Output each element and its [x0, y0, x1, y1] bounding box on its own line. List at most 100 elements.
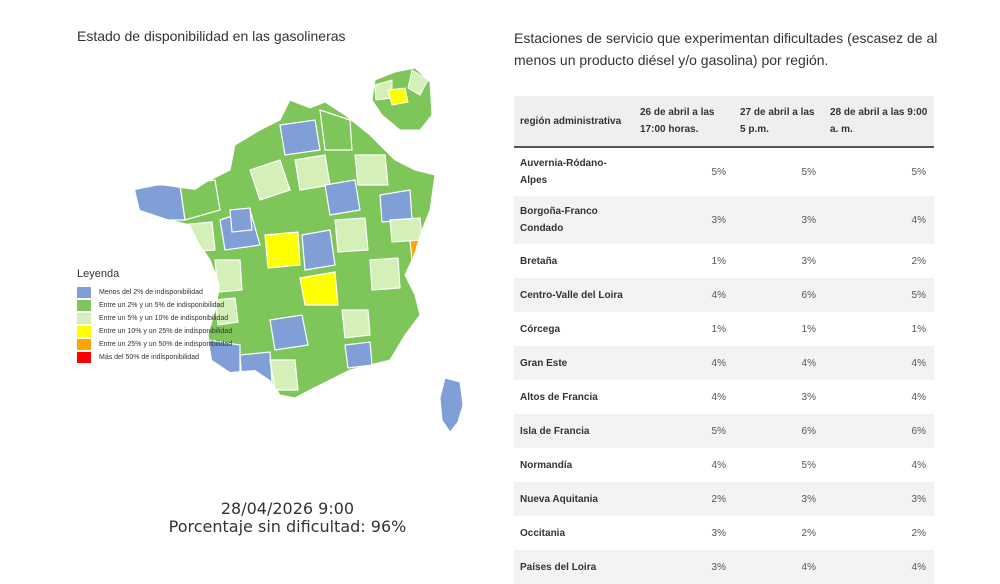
- legend-item: Más del 50% de indisponibilidad: [77, 351, 232, 364]
- dept-region: [319, 109, 353, 151]
- map-date: 28/04/2026 9:00: [220, 499, 355, 518]
- dept-region: [344, 341, 373, 369]
- dept-region: [379, 189, 413, 223]
- value-cell: 2%: [634, 482, 734, 516]
- value-cell: 5%: [824, 278, 934, 312]
- legend-item: Entre un 25% y un 50% de indisponibilida…: [77, 338, 232, 351]
- dept-region: [249, 159, 291, 201]
- legend-swatch: [77, 287, 91, 298]
- legend-item: Entre un 2% y un 5% de indisponibilidad: [77, 299, 232, 312]
- legend-item: Entre un 10% y un 25% de indisponibilida…: [77, 325, 232, 338]
- legend-label: Menos del 2% de indisponibilidad: [99, 289, 203, 296]
- region-cell: Auvernia-Ródano-Alpes: [514, 147, 634, 196]
- corsica: [439, 377, 464, 433]
- dept-region: [299, 271, 339, 306]
- legend-swatch: [77, 326, 91, 337]
- france-availability-map: [120, 60, 480, 440]
- column-header: 26 de abril a las 17:00 horas.: [634, 96, 734, 148]
- value-cell: 4%: [734, 346, 824, 380]
- value-cell: 4%: [634, 346, 734, 380]
- legend-label: Más del 50% de indisponibilidad: [99, 354, 200, 361]
- value-cell: 6%: [824, 414, 934, 448]
- value-cell: 5%: [634, 147, 734, 196]
- dept-region: [387, 87, 409, 106]
- value-cell: 3%: [734, 244, 824, 278]
- dept-region: [269, 314, 309, 351]
- value-cell: 4%: [634, 448, 734, 482]
- dept-region: [369, 257, 401, 291]
- region-cell: Altos de Francia: [514, 380, 634, 414]
- map-percent: Porcentaje sin dificultad: 96%: [168, 517, 407, 536]
- region-cell: Bretaña: [514, 244, 634, 278]
- value-cell: 4%: [824, 380, 934, 414]
- value-cell: 5%: [734, 448, 824, 482]
- value-cell: 4%: [634, 278, 734, 312]
- value-cell: 2%: [824, 516, 934, 550]
- region-cell: Córcega: [514, 312, 634, 346]
- dept-region: [269, 359, 299, 391]
- value-cell: 4%: [824, 196, 934, 244]
- table-row: Normandía 4% 5% 4%: [514, 448, 934, 482]
- legend-label: Entre un 5% y un 10% de indisponibilidad: [99, 315, 229, 322]
- dept-region: [389, 217, 423, 243]
- value-cell: 1%: [634, 244, 734, 278]
- value-cell: 4%: [824, 448, 934, 482]
- value-cell: 5%: [824, 147, 934, 196]
- value-cell: 1%: [634, 312, 734, 346]
- dept-region: [239, 351, 273, 383]
- table-row: Gran Este 4% 4% 4%: [514, 346, 934, 380]
- dept-region: [407, 69, 429, 96]
- value-cell: 4%: [824, 550, 934, 584]
- region-cell: Nueva Aquitania: [514, 482, 634, 516]
- column-header: 27 de abril a las 5 p.m.: [734, 96, 824, 148]
- region-cell: Occitania: [514, 516, 634, 550]
- region-cell: Borgoña-Franco Condado: [514, 196, 634, 244]
- dept-region: [179, 221, 216, 253]
- legend-item: Menos del 2% de indisponibilidad: [77, 286, 232, 299]
- table-row: Auvernia-Ródano-Alpes 5% 5% 5%: [514, 147, 934, 196]
- value-cell: 2%: [734, 516, 824, 550]
- value-cell: 5%: [634, 414, 734, 448]
- table-row: Altos de Francia 4% 3% 4%: [514, 380, 934, 414]
- value-cell: 4%: [734, 550, 824, 584]
- legend-label: Entre un 10% y un 25% de indisponibilida…: [99, 328, 233, 335]
- dept-region: [334, 217, 369, 253]
- legend-item: Entre un 5% y un 10% de indisponibilidad: [77, 312, 232, 325]
- map-legend: Leyenda Menos del 2% de indisponibilidad…: [77, 268, 232, 364]
- dept-region: [279, 119, 321, 156]
- table-row: Nueva Aquitania 2% 3% 3%: [514, 482, 934, 516]
- value-cell: 6%: [734, 278, 824, 312]
- dept-region: [341, 309, 371, 339]
- dept-region: [135, 184, 186, 221]
- legend-swatch: [77, 352, 91, 363]
- legend-label: Entre un 2% y un 5% de indisponibilidad: [99, 302, 225, 309]
- table-row: Isla de Francia 5% 6% 6%: [514, 414, 934, 448]
- value-cell: 3%: [734, 196, 824, 244]
- region-cell: Normandía: [514, 448, 634, 482]
- column-header: región administrativa: [514, 96, 634, 148]
- value-cell: 3%: [634, 550, 734, 584]
- value-cell: 5%: [734, 147, 824, 196]
- regions-table: región administrativa 26 de abril a las …: [514, 96, 934, 584]
- legend-title: Leyenda: [77, 268, 120, 280]
- value-cell: 3%: [634, 196, 734, 244]
- dept-region: [301, 229, 336, 271]
- region-cell: Gran Este: [514, 346, 634, 380]
- dept-region: [229, 207, 253, 233]
- value-cell: 3%: [734, 482, 824, 516]
- table-row: Bretaña 1% 3% 2%: [514, 244, 934, 278]
- map-title: Estado de disponibilidad en las gasoline…: [77, 28, 346, 44]
- region-cell: Países del Loira: [514, 550, 634, 584]
- value-cell: 3%: [634, 516, 734, 550]
- region-cell: Isla de Francia: [514, 414, 634, 448]
- dept-region: [354, 154, 389, 186]
- legend-swatch: [77, 313, 91, 324]
- legend-label: Entre un 25% y un 50% de indisponibilida…: [99, 341, 233, 348]
- table-row: Córcega 1% 1% 1%: [514, 312, 934, 346]
- table-row: Occitania 3% 2% 2%: [514, 516, 934, 550]
- value-cell: 4%: [634, 380, 734, 414]
- value-cell: 3%: [824, 482, 934, 516]
- legend-swatch: [77, 339, 91, 350]
- dept-region: [214, 297, 239, 326]
- value-cell: 4%: [824, 346, 934, 380]
